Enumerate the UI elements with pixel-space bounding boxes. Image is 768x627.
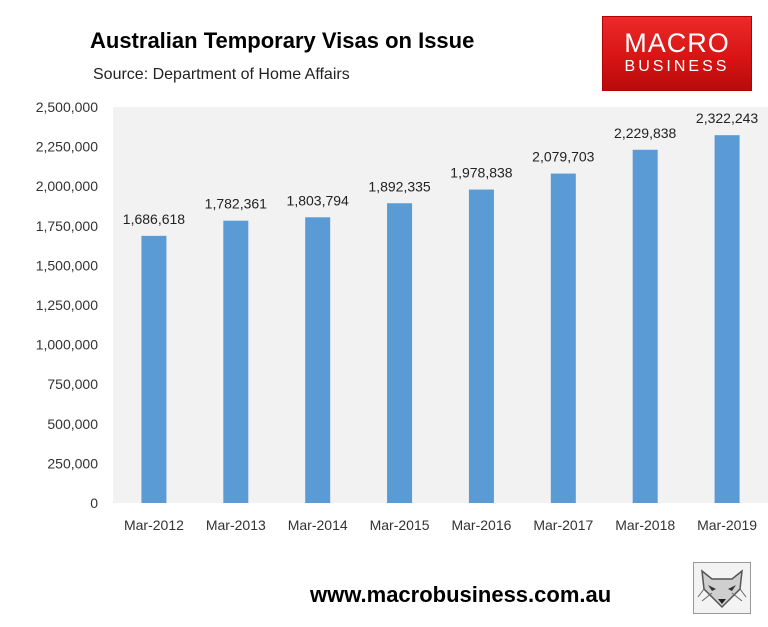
bar bbox=[387, 203, 413, 503]
data-label: 2,079,703 bbox=[532, 149, 594, 165]
y-tick-label: 750,000 bbox=[47, 376, 98, 392]
y-tick-label: 2,250,000 bbox=[36, 139, 98, 155]
macrobusiness-logo: MACRO BUSINESS bbox=[602, 16, 752, 91]
bar bbox=[223, 220, 249, 503]
chart-source: Source: Department of Home Affairs bbox=[93, 66, 350, 83]
data-label: 1,803,794 bbox=[287, 192, 349, 208]
bar bbox=[632, 149, 658, 504]
fox-head-icon bbox=[693, 562, 751, 614]
y-tick-label: 1,250,000 bbox=[36, 297, 98, 313]
y-tick-label: 0 bbox=[90, 495, 98, 511]
x-tick-label: Mar-2013 bbox=[206, 517, 266, 533]
logo-line-2: BUSINESS bbox=[624, 58, 730, 75]
y-tick-label: 1,000,000 bbox=[36, 337, 98, 353]
x-tick-label: Mar-2016 bbox=[451, 517, 511, 533]
data-label: 1,892,335 bbox=[368, 178, 430, 194]
bar bbox=[714, 135, 740, 503]
y-tick-label: 1,750,000 bbox=[36, 218, 98, 234]
chart-title: Australian Temporary Visas on Issue bbox=[90, 28, 475, 53]
logo-line-1: MACRO bbox=[624, 28, 730, 58]
x-tick-label: Mar-2018 bbox=[615, 517, 675, 533]
bar bbox=[468, 189, 494, 503]
x-tick-label: Mar-2015 bbox=[370, 517, 430, 533]
y-tick-label: 500,000 bbox=[47, 416, 98, 432]
y-tick-label: 2,500,000 bbox=[36, 99, 98, 115]
x-tick-label: Mar-2014 bbox=[288, 517, 348, 533]
data-label: 2,229,838 bbox=[614, 125, 676, 141]
bar bbox=[305, 217, 331, 503]
bar bbox=[141, 235, 167, 503]
bar bbox=[550, 173, 576, 503]
website-url: www.macrobusiness.com.au bbox=[310, 582, 612, 607]
data-label: 2,322,243 bbox=[696, 110, 758, 126]
data-label: 1,978,838 bbox=[450, 165, 512, 181]
plot-area bbox=[113, 107, 768, 503]
y-tick-label: 250,000 bbox=[47, 455, 98, 471]
data-label: 1,686,618 bbox=[123, 211, 185, 227]
x-tick-label: Mar-2012 bbox=[124, 517, 184, 533]
data-label: 1,782,361 bbox=[205, 196, 267, 212]
y-tick-label: 1,500,000 bbox=[36, 257, 98, 273]
y-tick-label: 2,000,000 bbox=[36, 178, 98, 194]
x-tick-label: Mar-2017 bbox=[533, 517, 593, 533]
x-tick-label: Mar-2019 bbox=[697, 517, 757, 533]
